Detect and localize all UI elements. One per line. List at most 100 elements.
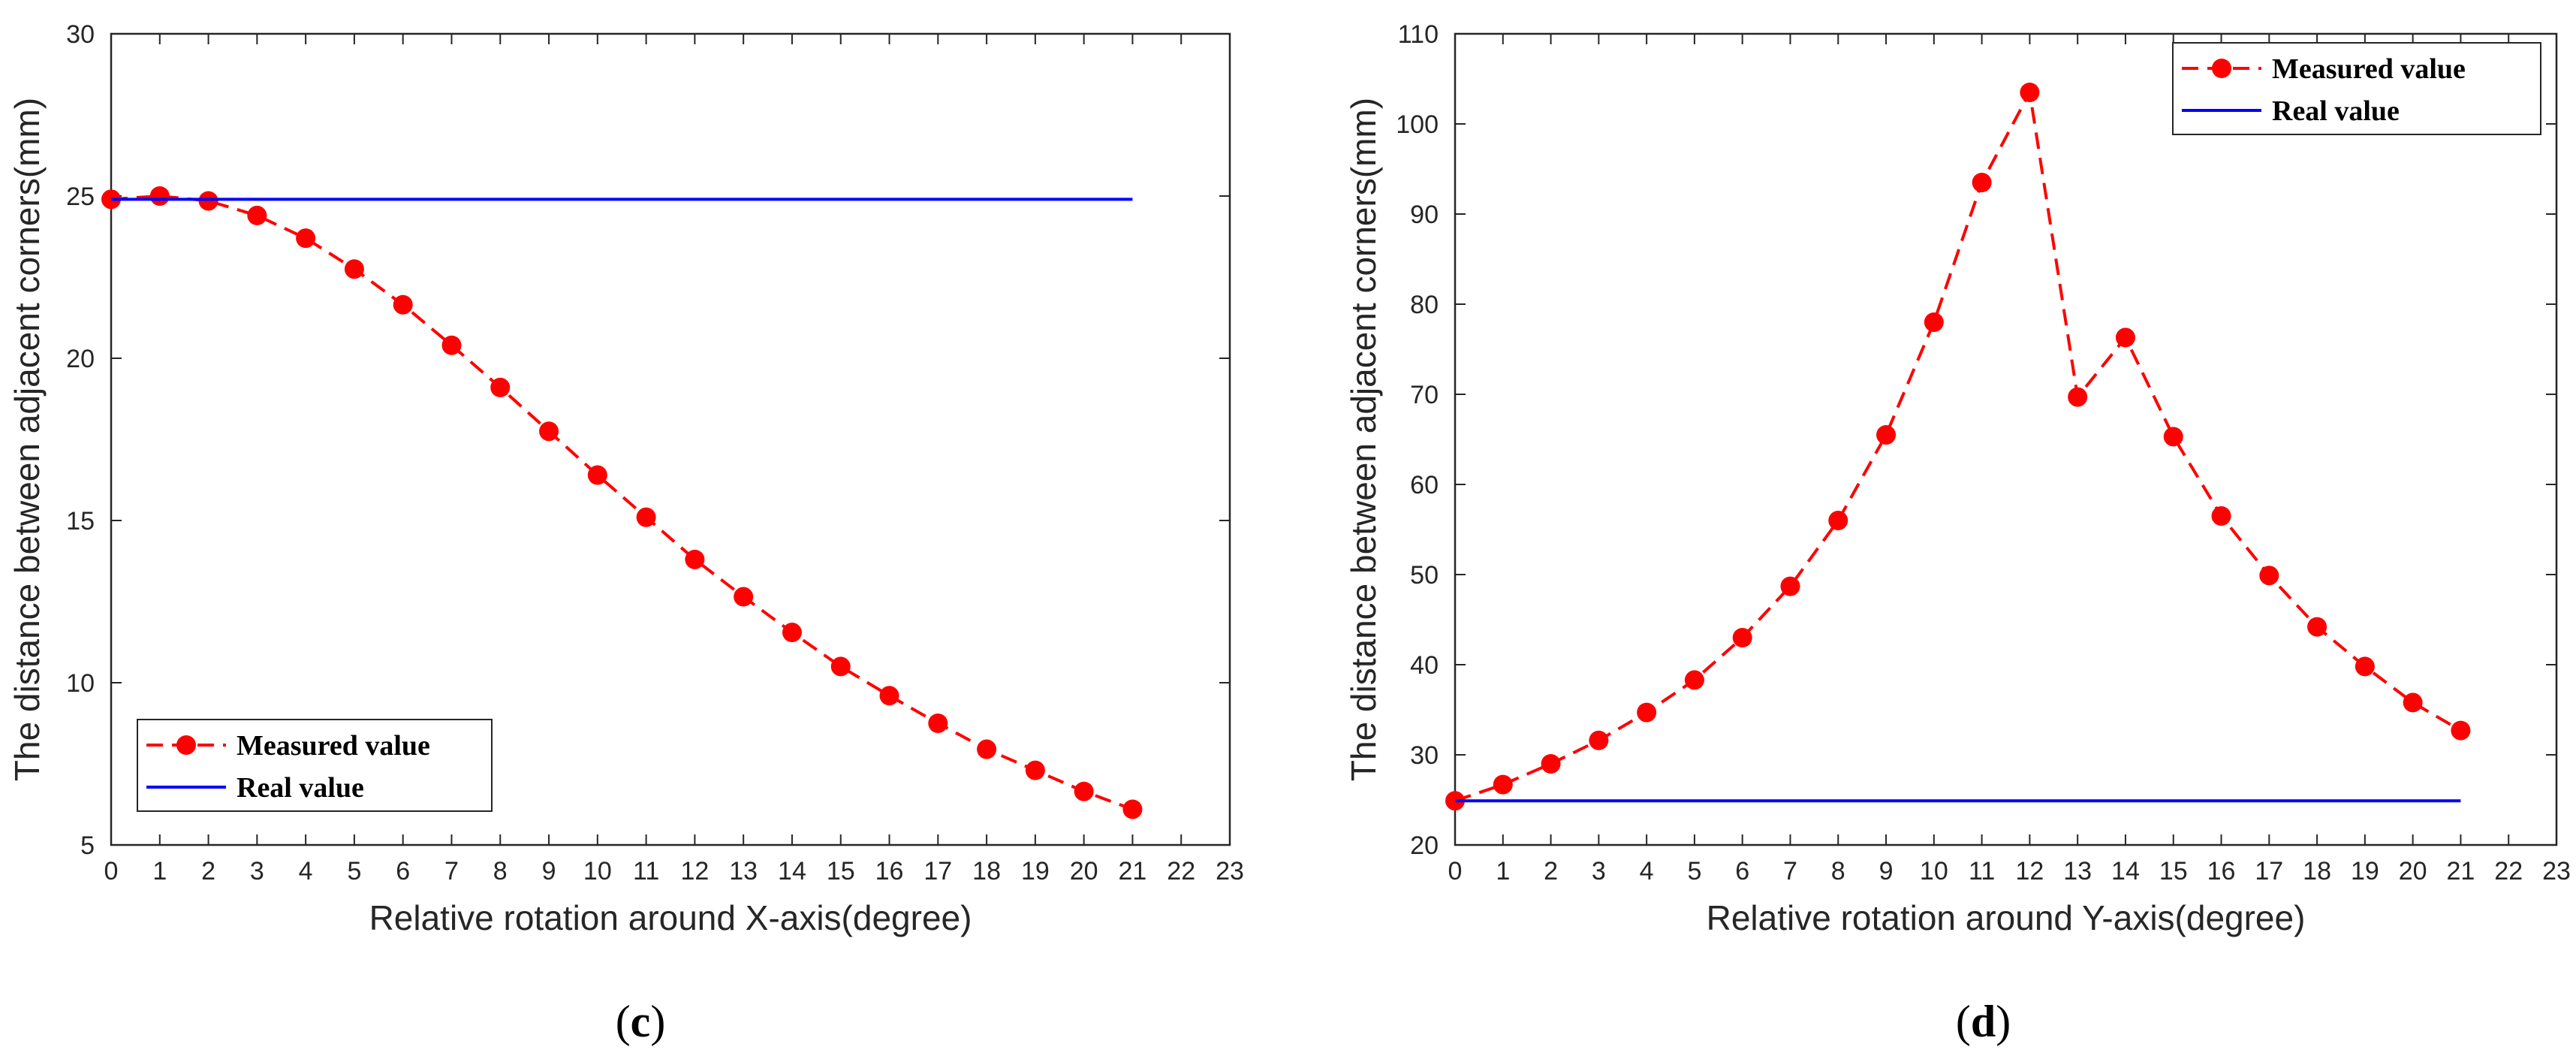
legend-label: Real value: [237, 772, 364, 804]
y-tick-label: 80: [1410, 291, 1439, 319]
measured-value-point: [928, 714, 948, 733]
measured-value-point: [198, 191, 218, 211]
x-tick-label: 0: [1448, 857, 1463, 886]
measured-value-point: [1493, 774, 1513, 795]
measured-value-line: [110, 194, 1134, 811]
x-tick-label: 22: [1167, 857, 1195, 886]
y-tick-label: 40: [1410, 651, 1439, 680]
measured-value-point: [636, 507, 656, 527]
measured-value-point: [2355, 656, 2375, 677]
y-tick-label: 5: [80, 831, 95, 860]
x-tick-label: 5: [1687, 857, 1701, 886]
x-tick-label: 2: [201, 857, 215, 886]
y-tick-label: 10: [66, 669, 95, 698]
measured-value-point: [1684, 670, 1704, 690]
legend-box: [137, 719, 493, 812]
x-tick-label: 14: [778, 857, 806, 886]
measured-value-point: [1876, 425, 1897, 445]
measured-value-point: [1025, 760, 1045, 780]
y-tick-label: 25: [66, 183, 95, 211]
x-tick-label: 21: [2447, 857, 2475, 886]
x-tick-label: 5: [347, 857, 361, 886]
x-tick-label: 23: [2542, 857, 2571, 886]
x-tick-label: 12: [680, 857, 709, 886]
measured-value-point: [344, 259, 364, 279]
x-tick-label: 1: [152, 857, 167, 886]
plot-area-frame: [110, 32, 1231, 846]
x-tick-label: 7: [1783, 857, 1797, 886]
measured-value-point: [1074, 781, 1094, 801]
measured-value-point: [2068, 387, 2088, 407]
y-tick-label: 90: [1410, 201, 1439, 229]
panel-label-letter: c: [631, 997, 651, 1046]
measured-value-point: [149, 186, 170, 206]
measured-value-point: [490, 377, 511, 397]
x-tick-label: 9: [1879, 857, 1894, 886]
measured-value-point: [1589, 730, 1609, 750]
x-tick-label: 13: [729, 857, 758, 886]
x-tick-label: 22: [2494, 857, 2523, 886]
x-tick-label: 15: [2159, 857, 2188, 886]
x-tick-label: 17: [2255, 857, 2283, 886]
x-tick-label: 2: [1544, 857, 1558, 886]
y-tick-label: 15: [66, 507, 95, 536]
measured-value-point: [2451, 720, 2471, 741]
x-tick-label: 1: [1496, 857, 1510, 886]
measured-value-point: [539, 421, 559, 442]
legend-label: Measured value: [237, 730, 430, 762]
measured-value-point: [685, 549, 705, 569]
measured-value-point: [1972, 173, 1992, 192]
measured-value-point: [2307, 617, 2327, 637]
x-tick-label: 18: [972, 857, 1001, 886]
x-tick-label: 13: [2063, 857, 2092, 886]
legend-marker-measured: [2212, 59, 2231, 78]
x-tick-label: 19: [1021, 857, 1050, 886]
x-tick-label: 23: [1216, 857, 1244, 886]
plot-area-frame: [1454, 32, 2558, 846]
x-tick-label: 11: [633, 857, 659, 886]
measured-value-point: [1780, 576, 1800, 596]
measured-value-point: [782, 623, 802, 643]
measured-value-point: [1122, 799, 1143, 819]
y-tick-label: 60: [1410, 471, 1439, 499]
y-tick-label: 50: [1410, 561, 1439, 590]
x-axis-label: Relative rotation around X-axis(degree): [369, 898, 972, 937]
measured-value-point: [734, 587, 754, 607]
y-tick-label: 20: [66, 345, 95, 373]
measured-value-point: [247, 205, 267, 225]
measured-value-point: [441, 335, 462, 355]
panel-label-letter: d: [1971, 997, 1996, 1046]
measured-value-point: [2259, 566, 2279, 586]
x-tick-label: 8: [1831, 857, 1845, 886]
y-tick-label: 30: [1410, 741, 1439, 770]
legend-label: Measured value: [2272, 53, 2466, 85]
y-tick-label: 20: [1410, 831, 1439, 860]
x-tick-label: 17: [923, 857, 952, 886]
y-axis-label: The distance between adjacent corners(mm…: [1344, 98, 1383, 781]
x-tick-label: 7: [444, 857, 459, 886]
legend-marker-measured: [176, 735, 196, 755]
measured-value-point: [879, 686, 899, 706]
panel-label-close: ): [650, 997, 665, 1046]
measured-value-point: [393, 294, 413, 315]
x-tick-label: 8: [493, 857, 508, 886]
measured-value-point: [2163, 427, 2183, 447]
y-tick-label: 30: [66, 20, 95, 49]
x-tick-label: 0: [104, 857, 119, 886]
x-tick-label: 6: [396, 857, 410, 886]
measured-value-point: [2115, 327, 2135, 348]
x-tick-label: 19: [2351, 857, 2379, 886]
x-tick-label: 10: [1920, 857, 1948, 886]
x-tick-label: 14: [2111, 857, 2140, 886]
chart-panel-c: 0 1 2 3 4 5 6 7 8 9 10 11 12 13 14 15 16 17 18 19 20 21 22 2351…: [8, 20, 1244, 1046]
measured-value-point: [2211, 506, 2231, 526]
x-tick-label: 6: [1735, 857, 1749, 886]
legend-box: [2172, 42, 2541, 135]
x-tick-label: 15: [827, 857, 855, 886]
measured-value-point: [1732, 628, 1752, 647]
panel-label-close: ): [1996, 997, 2011, 1046]
x-tick-label: 21: [1119, 857, 1147, 886]
measured-value-point: [1924, 312, 1944, 332]
x-tick-label: 4: [299, 857, 313, 886]
